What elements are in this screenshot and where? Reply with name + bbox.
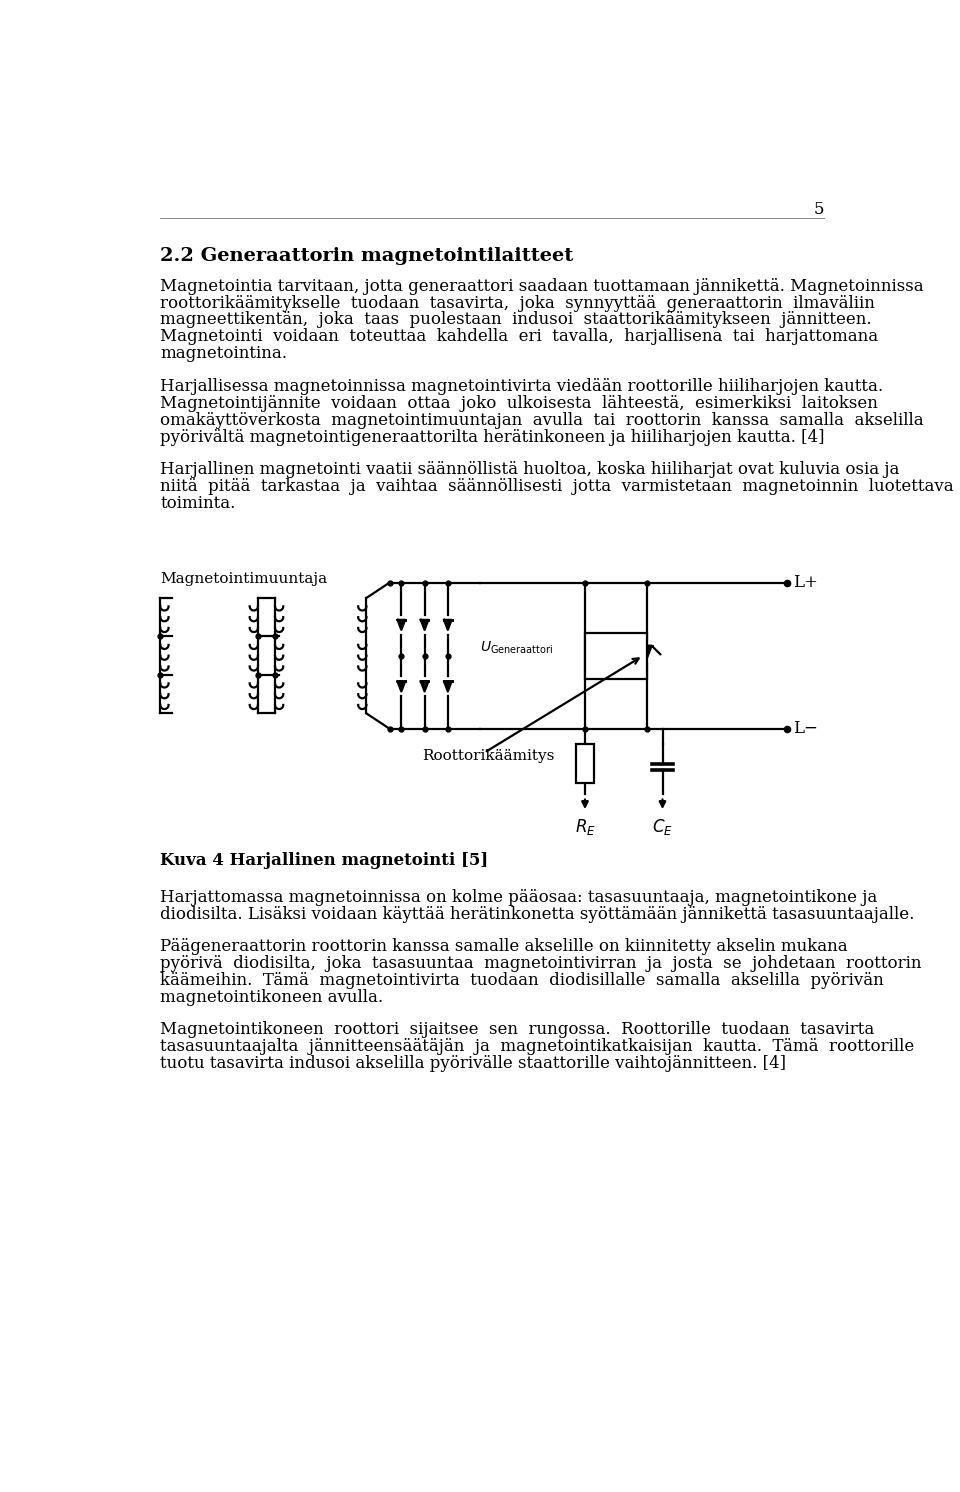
- Polygon shape: [420, 682, 428, 691]
- Text: tasasuuntaajalta  jännitteensäätäjän  ja  magnetointikatkaisijan  kautta.  Tämä : tasasuuntaajalta jännitteensäätäjän ja m…: [160, 1038, 915, 1055]
- Text: $R_E$: $R_E$: [575, 818, 595, 837]
- Bar: [585, 633, 647, 679]
- Text: Magnetointikoneen  roottori  sijaitsee  sen  rungossa.  Roottorille  tuodaan  ta: Magnetointikoneen roottori sijaitsee sen…: [160, 1022, 875, 1038]
- Text: Magnetointijännite  voidaan  ottaa  joko  ulkoisesta  lähteestä,  esimerkiksi  l: Magnetointijännite voidaan ottaa joko ul…: [160, 395, 878, 412]
- Text: roottorikäämitykselle  tuodaan  tasavirta,  joka  synnyyttää  generaattorin  ilm: roottorikäämitykselle tuodaan tasavirta,…: [160, 294, 876, 312]
- Text: $C_E$: $C_E$: [652, 818, 673, 837]
- Polygon shape: [420, 619, 428, 630]
- Text: L+: L+: [793, 574, 818, 591]
- Text: Kuva 4 Harjallinen magnetointi [5]: Kuva 4 Harjallinen magnetointi [5]: [160, 852, 489, 868]
- Text: magnetointina.: magnetointina.: [160, 345, 287, 363]
- Text: magneettikentän,  joka  taas  puolestaan  indusoi  staattorikäämitykseen  jännit: magneettikentän, joka taas puolestaan in…: [160, 312, 872, 328]
- Text: niitä  pitää  tarkastaa  ja  vaihtaa  säännöllisesti  jotta  varmistetaan  magne: niitä pitää tarkastaa ja vaihtaa säännöl…: [160, 477, 954, 495]
- Text: Päägeneraattorin roottorin kanssa samalle akselille on kiinnitetty akselin mukan: Päägeneraattorin roottorin kanssa samall…: [160, 938, 848, 955]
- Polygon shape: [444, 619, 451, 630]
- Text: tuotu tasavirta indusoi akselilla pyörivälle staattorille vaihtojännitteen. [4]: tuotu tasavirta indusoi akselilla pyöriv…: [160, 1055, 786, 1073]
- Text: Harjattomassa magnetoinnissa on kolme pääosaa: tasasuuntaaja, magnetointikone ja: Harjattomassa magnetoinnissa on kolme pä…: [160, 889, 877, 906]
- Text: Harjallisessa magnetoinnissa magnetointivirta viedään roottorille hiiliharjojen : Harjallisessa magnetoinnissa magnetointi…: [160, 377, 883, 395]
- Polygon shape: [397, 619, 405, 630]
- Text: Roottorikäämitys: Roottorikäämitys: [422, 749, 555, 762]
- Polygon shape: [397, 682, 405, 691]
- Text: 2.2 Generaattorin magnetointilaitteet: 2.2 Generaattorin magnetointilaitteet: [160, 246, 573, 264]
- Polygon shape: [444, 682, 451, 691]
- Text: pyörivältä magnetointigeneraattorilta herätinkoneen ja hiiliharjojen kautta. [4]: pyörivältä magnetointigeneraattorilta he…: [160, 428, 825, 446]
- Text: 5: 5: [813, 200, 824, 218]
- Text: Magnetointi  voidaan  toteuttaa  kahdella  eri  tavalla,  harjallisena  tai  har: Magnetointi voidaan toteuttaa kahdella e…: [160, 328, 878, 346]
- Text: Harjallinen magnetointi vaatii säännöllistä huoltoa, koska hiiliharjat ovat kulu: Harjallinen magnetointi vaatii säännölli…: [160, 461, 900, 477]
- Bar: [576, 745, 594, 783]
- Text: Magnetointia tarvitaan, jotta generaattori saadaan tuottamaan jännikettä. Magnet: Magnetointia tarvitaan, jotta generaatto…: [160, 278, 924, 294]
- Text: omakäyttöverkosta  magnetointimuuntajan  avulla  tai  roottorin  kanssa  samalla: omakäyttöverkosta magnetointimuuntajan a…: [160, 412, 924, 428]
- Text: Magnetointimuuntaja: Magnetointimuuntaja: [160, 571, 327, 586]
- Text: diodisilta. Lisäksi voidaan käyttää herätinkonetta syöttämään jännikettä tasasuu: diodisilta. Lisäksi voidaan käyttää herä…: [160, 906, 915, 924]
- Text: toiminta.: toiminta.: [160, 495, 235, 512]
- Text: pyörivä  diodisilta,  joka  tasasuuntaa  magnetointivirran  ja  josta  se  johde: pyörivä diodisilta, joka tasasuuntaa mag…: [160, 955, 922, 973]
- Polygon shape: [642, 646, 652, 658]
- Text: magnetointikoneen avulla.: magnetointikoneen avulla.: [160, 989, 383, 1006]
- Text: $U_{\mathrm{Generaattori}}$: $U_{\mathrm{Generaattori}}$: [480, 640, 553, 656]
- Text: käämeihin.  Tämä  magnetointivirta  tuodaan  diodisillalle  samalla  akselilla  : käämeihin. Tämä magnetointivirta tuodaan…: [160, 973, 884, 989]
- Text: L−: L−: [793, 721, 818, 737]
